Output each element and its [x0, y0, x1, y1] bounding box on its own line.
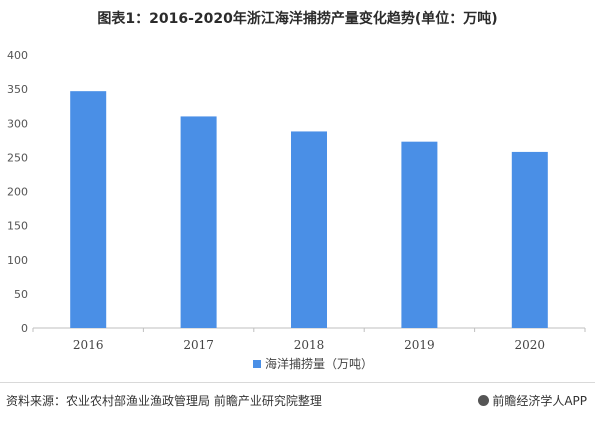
bar-2017: [180, 116, 217, 328]
bar-2016: [70, 91, 107, 328]
x-tick-label-2019: 2019: [404, 338, 435, 352]
y-tick-label-3: 150: [7, 220, 28, 233]
legend-label: 海洋捕捞量（万吨）: [265, 356, 373, 371]
brand-label: 前瞻经济学人APP: [492, 394, 587, 408]
y-tick-label-1: 50: [14, 288, 28, 301]
x-tick-label-2018: 2018: [294, 338, 325, 352]
brand-credit: 前瞻经济学人APP: [478, 392, 587, 409]
y-tick-label-2: 100: [7, 254, 28, 267]
bar-2020: [511, 151, 548, 328]
y-tick-label-6: 300: [7, 117, 28, 130]
bar-2019: [401, 141, 438, 328]
y-tick-label-5: 250: [7, 151, 28, 164]
legend-swatch: [253, 360, 261, 368]
y-tick-label-8: 400: [7, 49, 28, 62]
source-note: 资料来源：农业农村部渔业渔政管理局 前瞻产业研究院整理: [6, 394, 322, 408]
chart-title: 图表1：2016-2020年浙江海洋捕捞产量变化趋势(单位：万吨): [97, 11, 498, 27]
y-tick-label-7: 350: [7, 83, 28, 96]
bar-chart: 0 50 100 150 200 250 300 350 400 2016 2017 2018 2019…: [7, 49, 586, 371]
x-tick-label-2017: 2017: [183, 338, 214, 352]
brand-logo-icon: [478, 395, 490, 406]
y-tick-label-4: 200: [7, 186, 28, 199]
x-tick-label-2020: 2020: [515, 338, 546, 352]
y-tick-label-0: 0: [21, 322, 28, 335]
bar-2018: [291, 131, 327, 328]
divider: [0, 382, 595, 383]
x-tick-label-2016: 2016: [73, 338, 104, 352]
